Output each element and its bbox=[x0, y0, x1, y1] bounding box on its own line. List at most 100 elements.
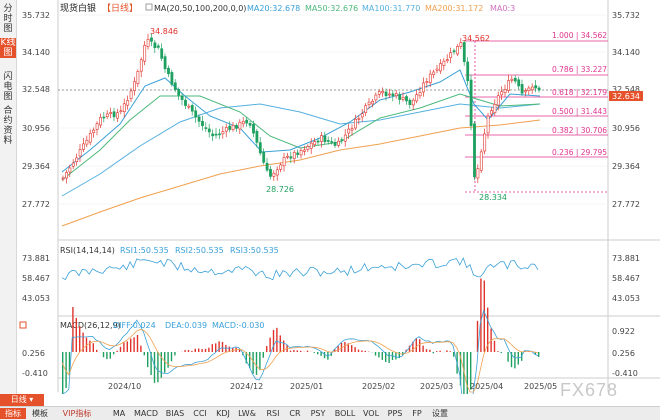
date-tick: 2025/01 bbox=[290, 382, 323, 391]
fib-level-0236: 0.236 | 29.795 bbox=[552, 148, 607, 157]
current-price-value: 32.634 bbox=[612, 92, 640, 101]
period-select-button[interactable]: 日线 ▾ bbox=[0, 394, 44, 406]
candle-body bbox=[164, 57, 166, 69]
candle-body bbox=[208, 129, 210, 132]
candle-body bbox=[167, 68, 169, 74]
candle-body bbox=[358, 118, 360, 119]
candle-body bbox=[467, 62, 469, 81]
date-tick: 2025/04 bbox=[470, 382, 503, 391]
candle-body bbox=[385, 92, 387, 96]
price-tick: 35.732 bbox=[612, 11, 640, 20]
candle-body bbox=[280, 165, 282, 170]
ma0-value: MA0:3 bbox=[490, 4, 515, 13]
candlesticks[interactable] bbox=[62, 33, 540, 183]
indicator-cci[interactable]: CCI bbox=[190, 408, 210, 419]
macd-tick: -0.410 bbox=[612, 369, 638, 378]
fib-level-0500: 0.500 | 31.443 bbox=[552, 107, 607, 116]
macd-bar bbox=[208, 348, 209, 352]
candle-body bbox=[116, 113, 118, 118]
tab-indicator[interactable]: 指标 bbox=[0, 408, 26, 419]
macd-bar bbox=[388, 352, 389, 363]
candle-body bbox=[246, 120, 248, 123]
macd-bar bbox=[201, 349, 202, 352]
indicator-psy[interactable]: PSY bbox=[307, 408, 329, 419]
candle-body bbox=[120, 111, 122, 112]
candle-body bbox=[341, 140, 343, 141]
rsi-tick: 58.467 bbox=[612, 274, 640, 283]
indicator-ma[interactable]: MA bbox=[110, 408, 128, 419]
candle-body bbox=[259, 143, 261, 154]
settings-icon[interactable] bbox=[146, 4, 152, 10]
candle-body bbox=[137, 71, 139, 83]
tab-vip-indicator[interactable]: VIP指标 bbox=[54, 408, 100, 419]
macd-bar bbox=[426, 349, 427, 352]
candle-body bbox=[310, 143, 312, 148]
macd-bar bbox=[154, 352, 155, 383]
macd-bar bbox=[72, 307, 73, 352]
macd-bar bbox=[133, 337, 134, 352]
candle-body bbox=[212, 134, 214, 136]
settings-button[interactable]: 设置 bbox=[428, 408, 452, 419]
rsi-tick-left: 58.467 bbox=[22, 274, 50, 283]
rsi3-value: RSI3:50.535 bbox=[230, 246, 279, 255]
candle-body bbox=[317, 141, 319, 142]
candle-body bbox=[290, 157, 292, 158]
macd-bar bbox=[188, 350, 189, 352]
macd-bar bbox=[419, 339, 420, 352]
indicator-pps[interactable]: PPS bbox=[384, 408, 406, 419]
macd-bar bbox=[365, 351, 366, 352]
fib-level-0786: 0.786 | 33.227 bbox=[552, 65, 607, 74]
candle-body bbox=[181, 96, 183, 100]
candle-body bbox=[446, 60, 448, 61]
macd-bar bbox=[497, 351, 498, 352]
high-annotation-2: 34.562 bbox=[462, 34, 490, 43]
macd-bar bbox=[195, 349, 196, 352]
macd-bar bbox=[113, 352, 114, 354]
macd-bar bbox=[263, 352, 264, 358]
candle-body bbox=[235, 125, 237, 128]
indicator-vol[interactable]: VOL bbox=[361, 408, 381, 419]
macd-bar bbox=[290, 351, 291, 352]
candle-body bbox=[473, 124, 475, 177]
macd-bar bbox=[62, 352, 63, 394]
macd-bar bbox=[351, 345, 352, 352]
candle-body bbox=[388, 94, 390, 95]
candle-body bbox=[453, 51, 455, 52]
indicator-fp[interactable]: FP bbox=[409, 408, 425, 419]
price-tick-left: 32.548 bbox=[22, 85, 50, 94]
macd-settings-icon[interactable] bbox=[20, 322, 26, 328]
indicator-kdj[interactable]: KDJ bbox=[213, 408, 233, 419]
macd-bar bbox=[164, 352, 165, 373]
candle-body bbox=[504, 89, 506, 92]
indicator-boll[interactable]: BOLL bbox=[332, 408, 358, 419]
indicator-macd[interactable]: MACD bbox=[132, 408, 160, 419]
candle-body bbox=[127, 100, 129, 105]
macd-bar bbox=[218, 341, 219, 352]
date-tick: 2025/02 bbox=[362, 382, 395, 391]
kline-chart[interactable]: 现货白银 【日线】 MA(20,50,100,200,0,0) MA20:32.… bbox=[0, 0, 660, 394]
candle-body bbox=[218, 134, 220, 135]
indicator-cr[interactable]: CR bbox=[287, 408, 303, 419]
indicator-rsi[interactable]: RSI bbox=[263, 408, 283, 419]
candle-body bbox=[249, 123, 251, 125]
tab-template[interactable]: 模板 bbox=[27, 408, 53, 419]
candle-body bbox=[113, 112, 115, 117]
candle-body bbox=[439, 64, 441, 71]
candle-body bbox=[229, 126, 231, 130]
macd-bar bbox=[103, 352, 104, 357]
price-tick-left: 27.772 bbox=[22, 200, 50, 209]
macd-bar bbox=[89, 341, 90, 352]
candle-body bbox=[242, 121, 244, 123]
macd-bar bbox=[116, 351, 117, 352]
price-tick-left: 34.140 bbox=[22, 48, 50, 57]
indicator-bias[interactable]: BIAS bbox=[162, 408, 188, 419]
fibonacci-retracement[interactable]: 1.000 | 34.562 0.786 | 33.227 0.618 | 32… bbox=[465, 31, 608, 192]
rsi-tick: 43.053 bbox=[612, 294, 640, 303]
indicator-lw[interactable]: LW& bbox=[236, 408, 258, 419]
candle-body bbox=[422, 83, 424, 92]
candle-body bbox=[337, 141, 339, 145]
macd-bar bbox=[422, 346, 423, 352]
candle-body bbox=[93, 130, 95, 133]
header-period[interactable]: 【日线】 bbox=[102, 2, 138, 14]
candle-body bbox=[283, 157, 285, 166]
